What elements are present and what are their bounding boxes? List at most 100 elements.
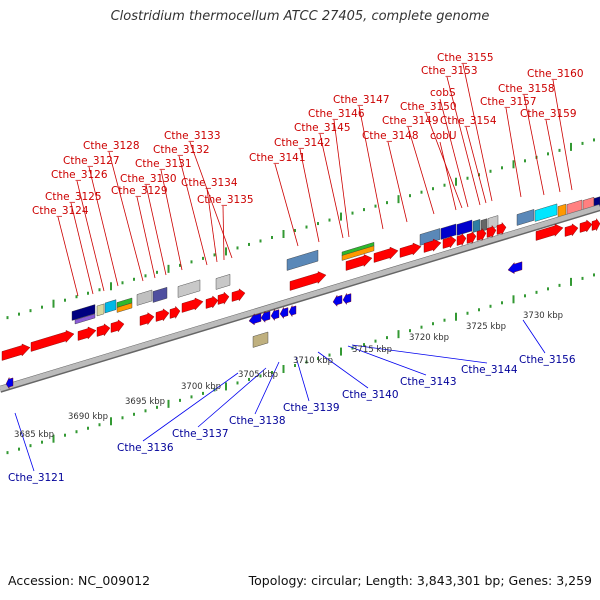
label-leader [319,133,344,239]
cog-band [152,286,168,303]
inner-tick-mark [305,360,308,364]
label-leaders [14,63,573,472]
label-leader [425,112,463,209]
gene-label-cthe_3149: Cthe_3149 [382,115,439,127]
cog-band [341,245,375,261]
inner-tick-mark [271,370,273,374]
gene-label-cthe_3142: Cthe_3142 [274,137,331,149]
label-leader [545,119,561,193]
inner-tick-mark [512,295,515,304]
inner-tick-mark [29,444,32,448]
forward-gene-arrow [564,223,579,237]
forward-gene-arrow [181,297,204,313]
outer-tick-mark [259,239,262,243]
forward-gene-arrow [77,326,97,341]
forward-gene-arrow [96,323,111,337]
forward-gene-arrow [486,224,497,239]
label-leader [295,356,310,402]
outer-tick-mark [305,225,308,229]
outer-tick-mark [443,183,446,187]
gene-label-cthe_3121: Cthe_3121 [8,472,65,484]
inner-tick-mark [466,311,469,315]
gene-label-cthe_3127: Cthe_3127 [63,155,120,167]
label-leader [222,205,225,261]
gene-label-cthe_3124: Cthe_3124 [32,205,89,217]
gene-label-cthe_3125: Cthe_3125 [45,191,102,203]
gene-label-cthe_3132: Cthe_3132 [153,144,210,156]
outer-tick-mark [340,212,342,221]
scale-tick-label: 3695 kbp [125,397,165,407]
cog-band [534,203,558,222]
forward-gene-arrow [139,312,155,326]
cog-band [136,289,153,306]
forward-gene-arrow [456,232,467,247]
outer-tick-mark [144,274,147,278]
outer-tick-mark [121,281,124,285]
gene-label-cthe_3154: Cthe_3154 [440,115,497,127]
outer-tick-mark [558,148,561,152]
reverse-gene-arrow [260,310,271,323]
label-leader [14,412,35,472]
inner-tick-mark [41,440,43,444]
cog-band [419,228,441,246]
forward-gene-arrow [466,230,477,245]
inner-tick-mark [133,412,135,416]
inner-tick-mark [156,405,158,409]
gene-label-cthe_3145: Cthe_3145 [294,122,351,134]
label-leader [446,76,481,206]
label-leader [333,119,350,238]
gene-label-cthe_3153: Cthe_3153 [421,65,478,77]
label-leader [189,141,233,259]
gene-label-cthe_3130: Cthe_3130 [120,173,177,185]
cog-band [177,279,201,298]
outer-tick-mark [478,173,480,177]
outer-tick-mark [397,195,400,204]
backbone-ring [0,204,600,392]
inner-tick-mark [236,381,239,385]
inner-tick-mark [524,294,526,298]
gene-label-cthe_3148: Cthe_3148 [362,130,419,142]
forward-gene-arrow [217,291,230,305]
inner-tick-mark [98,423,101,427]
label-leader [142,372,239,442]
outer-tick-mark [190,260,193,264]
gene-label-cthe_3133: Cthe_3133 [164,130,221,142]
label-leader [160,169,183,271]
scale-tick-label: 3710 kbp [293,356,333,366]
inner-tick-mark [340,347,342,356]
label-leader [145,184,167,276]
inner-tick-mark [202,391,204,395]
cog-band [96,303,105,317]
forward-gene-arrow [496,221,507,236]
label-leader [299,148,320,243]
reverse-gene-arrow [342,293,352,305]
cog-band [456,219,473,236]
label-leader [387,141,408,223]
inner-tick-mark [570,277,572,286]
outer-tick-mark [328,218,331,222]
cog-band [472,219,481,233]
label-leader [465,126,487,204]
cog-band [440,223,457,240]
outer-tick-mark [167,264,170,273]
gene-label-cobs: cobS [430,87,456,99]
inner-tick-mark [374,339,377,343]
forward-gene-arrow [345,254,373,271]
gene-label-cthe_3139: Cthe_3139 [283,402,340,414]
outer-tick-mark [41,305,43,309]
inner-tick-mark [455,312,457,321]
label-leader [317,351,369,389]
reverse-gene-arrow [5,377,14,390]
forward-gene-arrow [423,238,442,253]
inner-tick-mark [547,287,549,291]
label-leader [57,216,79,297]
label-leader [351,344,488,364]
label-leader [178,155,208,266]
outer-tick-mark [282,229,285,238]
label-leader [523,94,545,196]
inner-tick-mark [110,417,112,426]
outer-tick-mark [202,256,204,260]
label-leader [274,163,299,247]
topology-text: Topology: circular; Length: 3,843,301 bp… [248,573,592,588]
outer-tick-mark [248,242,250,246]
